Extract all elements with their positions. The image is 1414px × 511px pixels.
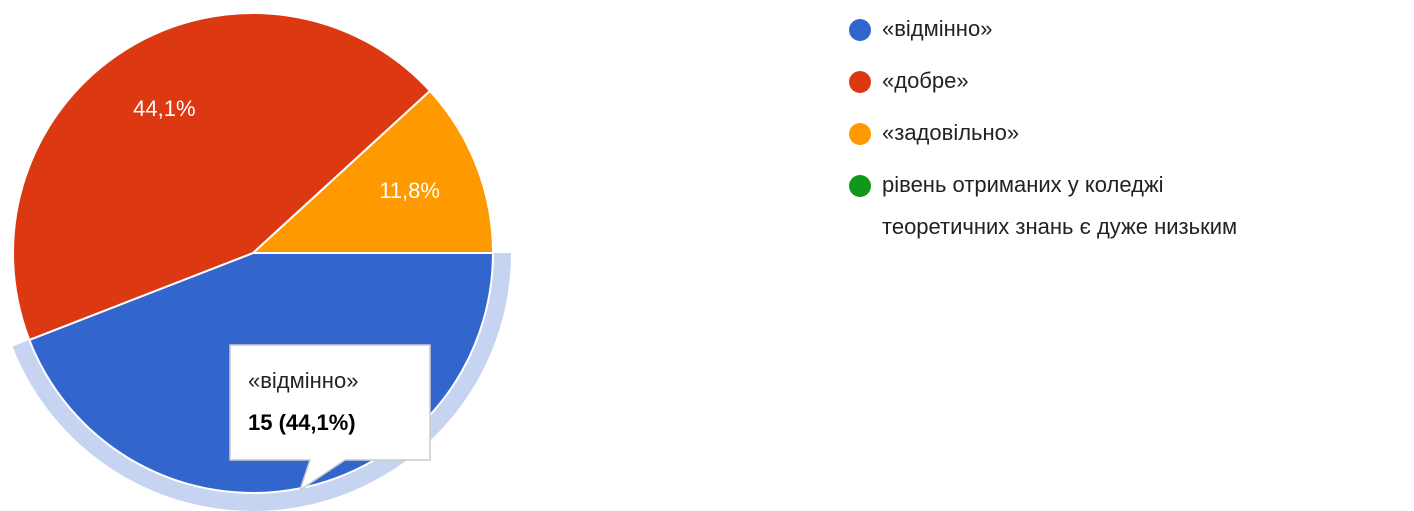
legend-swatch [849, 123, 871, 145]
legend-label: «задовільно» [882, 120, 1019, 145]
legend-label: теоретичних знань є дуже низьким [882, 214, 1237, 239]
legend-swatch [849, 19, 871, 41]
slice-label: 11,8% [379, 178, 440, 203]
slice-label: 44,1% [133, 96, 195, 121]
tooltip-title: «відмінно» [248, 368, 358, 393]
legend-swatch [849, 71, 871, 93]
tooltip-value: 15 (44,1%) [248, 410, 356, 435]
legend-label: «відмінно» [882, 16, 992, 41]
legend-label: «добре» [882, 68, 969, 93]
tooltip-box [229, 344, 431, 492]
pie-slice [12, 12, 432, 342]
pie-slice [250, 89, 495, 254]
legend-swatch [849, 175, 871, 197]
legend-label: рівень отриманих у коледжі [882, 172, 1164, 197]
